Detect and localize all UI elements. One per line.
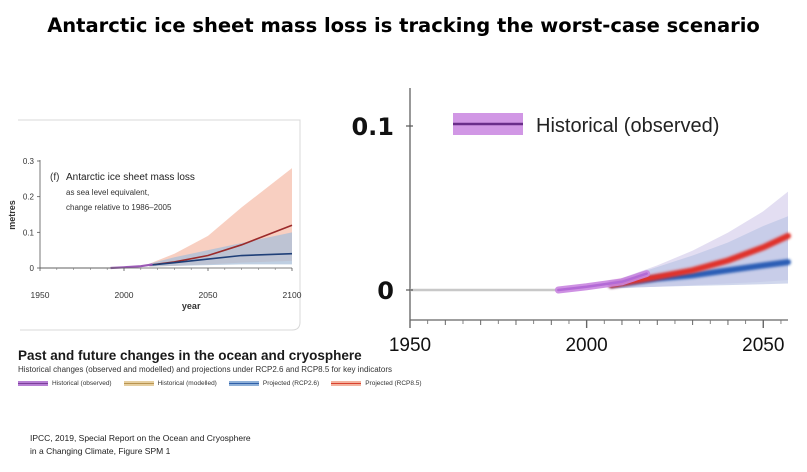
legend-subtitle: Historical changes (observed and modelle… <box>18 365 392 374</box>
rcp26-line <box>149 252 293 266</box>
citation-line-1: IPCC, 2019, Special Report on the Ocean … <box>30 433 251 443</box>
y-tick-label: 0 <box>377 277 394 305</box>
observed-line <box>110 263 153 270</box>
legend-label: Projected (RCP2.6) <box>262 380 320 387</box>
x-tick-label: 1950 <box>389 335 431 356</box>
page-title: Antarctic ice sheet mass loss is trackin… <box>47 14 760 37</box>
x-tick-label: 2100 <box>283 290 302 300</box>
y-tick-label: 0.1 <box>351 113 394 141</box>
y-tick-label: 0.2 <box>23 193 35 202</box>
legend-item: Historical (modelled) <box>123 380 217 387</box>
legend-block: Past and future changes in the ocean and… <box>18 348 438 387</box>
panel-subtitle: as sea level equivalent, <box>66 188 149 197</box>
legend-label: Historical (observed) <box>536 115 719 137</box>
x-tick-label: 2050 <box>199 290 218 300</box>
legend-swatch <box>123 381 154 386</box>
x-tick-label: 1950 <box>31 290 50 300</box>
panel-title: Antarctic ice sheet mass loss <box>66 172 195 183</box>
y-tick-label: 0.1 <box>23 228 35 237</box>
observed-line <box>557 272 648 292</box>
legend-label: Historical (modelled) <box>157 380 217 387</box>
big-chart-panel: 0 0.1 1950 2000 2050 Historical (observed) <box>351 88 791 356</box>
rcp85-line <box>608 232 791 289</box>
small-chart-panel: 0 0.1 0.2 0.3 1950 2000 2050 2100 year metres (f) A… <box>7 119 302 331</box>
citation-line-2: in a Changing Climate, Figure SPM 1 <box>30 446 171 456</box>
x-tick-label: 2000 <box>115 290 134 300</box>
x-tick-label: 2000 <box>565 335 607 356</box>
legend-swatch <box>18 381 48 386</box>
legend-swatch <box>331 381 362 386</box>
legend-item: Historical (observed) <box>18 380 112 387</box>
panel-subtitle: change relative to 1986–2005 <box>66 203 172 212</box>
rcp26-band <box>149 232 292 267</box>
legend-label: Projected (RCP8.5) <box>365 380 422 387</box>
y-tick-label: 0 <box>30 264 35 273</box>
panel-label: (f) <box>50 172 59 183</box>
panel-frame <box>18 119 301 331</box>
legend-label: Historical (observed) <box>52 380 112 387</box>
x-axis-label: year <box>182 301 201 311</box>
legend-swatch <box>228 381 259 386</box>
citation: IPCC, 2019, Special Report on the Ocean … <box>30 432 251 458</box>
legend-title: Past and future changes in the ocean and… <box>18 348 362 363</box>
legend-item: Projected (RCP2.6) <box>228 380 320 387</box>
y-tick-label: 0.3 <box>23 157 35 166</box>
x-tick-label: 2050 <box>742 335 784 356</box>
legend-item: Projected (RCP8.5) <box>331 380 422 387</box>
y-axis-label: metres <box>7 200 17 230</box>
legend-items: Historical (observed) Historical (modelle… <box>18 380 438 387</box>
